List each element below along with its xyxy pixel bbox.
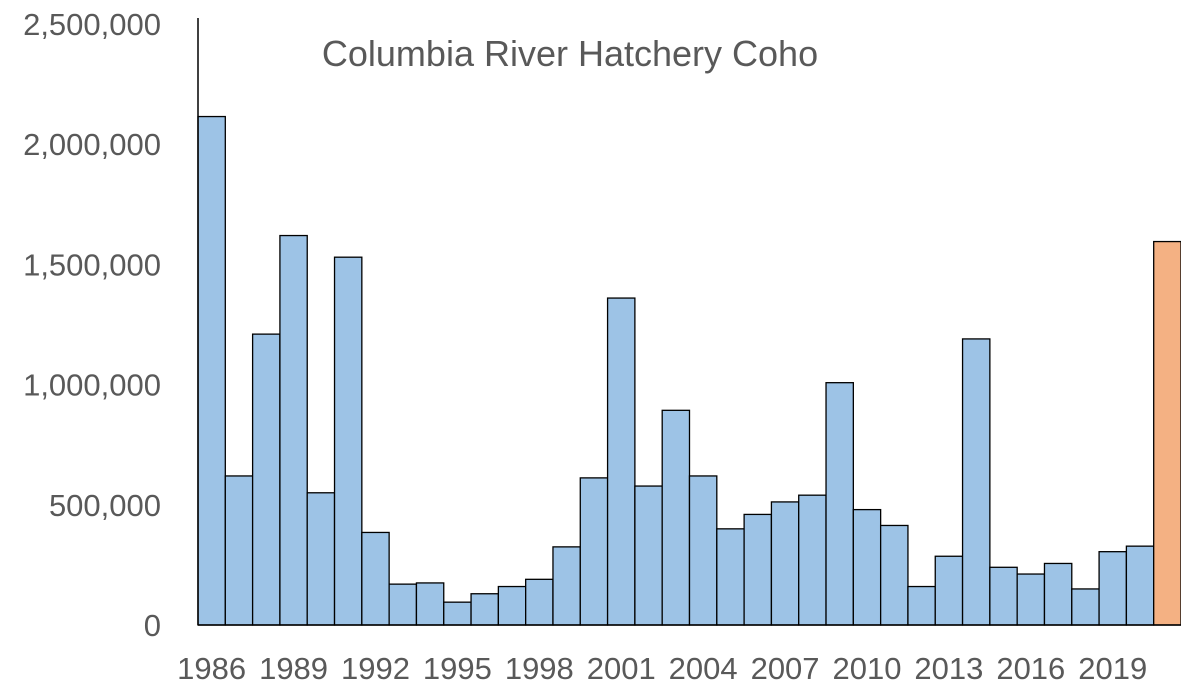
bars <box>197 115 1181 626</box>
bar-2021-highlight <box>1153 240 1181 626</box>
bar-2001 <box>606 297 636 626</box>
y-tick-label: 2,500,000 <box>23 7 161 42</box>
chart-title: Columbia River Hatchery Coho <box>322 33 818 74</box>
x-tick-label: 2019 <box>1078 651 1147 686</box>
bar-2015 <box>989 566 1018 626</box>
bar-1989 <box>279 234 308 626</box>
bar-2016 <box>1016 573 1046 626</box>
x-tick-label: 2007 <box>751 651 820 686</box>
y-tick-label: 1,000,000 <box>23 368 161 403</box>
bar-1996 <box>470 593 500 626</box>
bar-2010 <box>852 508 882 626</box>
bar-1998 <box>525 578 554 626</box>
y-tick-label: 0 <box>144 608 161 643</box>
bar-2002 <box>634 485 663 626</box>
x-tick-label: 2010 <box>833 651 902 686</box>
x-tick-label: 2004 <box>669 651 738 686</box>
bar-1990 <box>306 492 336 626</box>
bar-2003 <box>661 409 691 626</box>
bar-2005 <box>716 528 745 626</box>
bar-1999 <box>552 546 581 626</box>
bar-2012 <box>907 585 936 626</box>
y-tick-label: 1,500,000 <box>23 247 161 282</box>
x-tick-label: 1998 <box>505 651 574 686</box>
bar-2009 <box>825 382 854 626</box>
x-axis-ticks: 1986 1989 1992 1995 1998 2001 2004 2007 2010 2013… <box>177 651 1147 686</box>
y-tick-label: 500,000 <box>49 488 161 523</box>
bar-1987 <box>224 475 254 626</box>
x-tick-label: 2013 <box>914 651 983 686</box>
bar-2008 <box>798 494 827 626</box>
x-tick-label: 2016 <box>996 651 1065 686</box>
bar-2000 <box>579 477 609 626</box>
bar-2013 <box>934 555 964 626</box>
bar-2011 <box>879 524 909 626</box>
bar-2006 <box>743 513 773 626</box>
bar-2007 <box>770 501 800 626</box>
x-tick-label: 1989 <box>259 651 328 686</box>
bar-1992 <box>361 531 390 626</box>
y-tick-label: 2,000,000 <box>23 127 161 162</box>
bar-1995 <box>443 601 472 626</box>
bar-1997 <box>497 585 527 626</box>
bar-2019 <box>1098 551 1128 626</box>
x-tick-label: 1995 <box>423 651 492 686</box>
bar-2017 <box>1043 562 1073 626</box>
bar-1994 <box>415 582 445 626</box>
bar-1991 <box>333 256 363 626</box>
x-tick-label: 1992 <box>341 651 410 686</box>
x-tick-label: 2001 <box>587 651 656 686</box>
x-tick-label: 1986 <box>177 651 246 686</box>
bar-2014 <box>961 338 991 626</box>
bar-2018 <box>1071 588 1100 626</box>
y-axis-ticks: 0 500,000 1,000,000 1,500,000 2,000,000 2,500… <box>23 7 161 643</box>
bar-2020 <box>1125 545 1155 626</box>
bar-1993 <box>388 583 418 626</box>
bar-1986 <box>197 115 226 626</box>
bar-1988 <box>251 333 281 626</box>
bar-2004 <box>688 475 718 626</box>
